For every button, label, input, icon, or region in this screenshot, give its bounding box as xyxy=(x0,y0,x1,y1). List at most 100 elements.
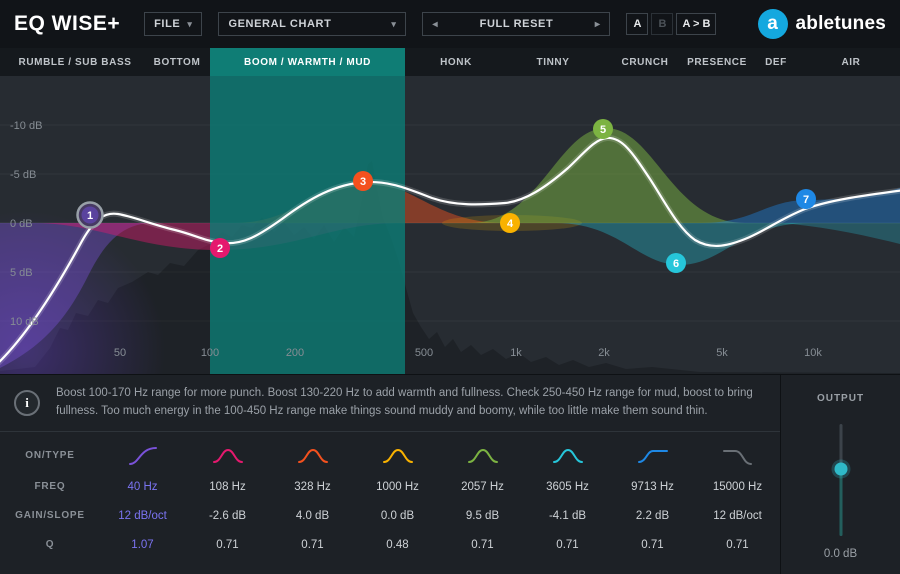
band4-node[interactable]: 4 xyxy=(500,213,520,233)
row-labels-column: ON/TYPE FREQ GAIN/SLOPE Q xyxy=(0,439,100,574)
svg-text:100: 100 xyxy=(201,347,219,359)
band1-filter-type-button[interactable] xyxy=(100,439,185,472)
range-presence[interactable]: PRESENCE xyxy=(687,56,747,68)
row-label-on-type: ON/TYPE xyxy=(25,450,75,461)
band8-q-value[interactable]: 0.71 xyxy=(726,538,749,551)
bottom-section: i Boost 100-170 Hz range for more punch.… xyxy=(0,374,900,574)
bell-filter-icon xyxy=(467,448,498,463)
range-honk[interactable]: HONK xyxy=(440,56,472,68)
range-def[interactable]: DEF xyxy=(765,56,787,68)
row-label-q: Q xyxy=(45,539,55,550)
svg-text:10 dB: 10 dB xyxy=(10,316,39,328)
svg-text:0 dB: 0 dB xyxy=(10,218,33,230)
top-bar: EQ WISE+ FILE ▾ GENERAL CHART ▾ ◂ FULL R… xyxy=(0,0,900,48)
brand-logo: a abletunes xyxy=(757,9,887,39)
copy-a-to-b-button[interactable]: A > B xyxy=(676,13,717,35)
chart-select-dropdown[interactable]: GENERAL CHART ▾ xyxy=(218,12,407,36)
band6-gain-value[interactable]: -4.1 dB xyxy=(548,509,587,522)
band2-node[interactable]: 2 xyxy=(210,238,230,258)
highshelf-filter-icon xyxy=(637,449,668,463)
band7-column: 9713 Hz 2.2 dB 0.71 xyxy=(610,439,695,574)
svg-text:1: 1 xyxy=(87,210,93,222)
band1-gain-value[interactable]: 12 dB/oct xyxy=(118,509,167,522)
output-slider[interactable] xyxy=(781,414,900,546)
info-icon[interactable]: i xyxy=(14,390,40,416)
band5-freq-value[interactable]: 2057 Hz xyxy=(461,480,504,493)
band2-freq-value[interactable]: 108 Hz xyxy=(209,480,246,493)
svg-text:200: 200 xyxy=(286,347,304,359)
band1-freq-value[interactable]: 40 Hz xyxy=(127,480,158,493)
band7-filter-type-button[interactable] xyxy=(610,439,695,472)
preset-b-button[interactable]: B xyxy=(651,13,674,35)
svg-text:6: 6 xyxy=(673,258,679,270)
row-label-freq: FREQ xyxy=(34,481,66,492)
svg-text:2: 2 xyxy=(217,243,223,255)
db-axis-labels: -10 dB -5 dB 0 dB 5 dB 10 dB xyxy=(10,120,42,328)
band8-filter-type-button[interactable] xyxy=(695,439,780,472)
brand-name: abletunes xyxy=(795,13,886,34)
freq-axis-labels: 50 100 200 500 1k 2k 5k 10k xyxy=(114,347,822,359)
band6-filter-type-button[interactable] xyxy=(525,439,610,472)
band5-q-value[interactable]: 0.71 xyxy=(471,538,494,551)
band8-gain-value[interactable]: 12 dB/oct xyxy=(713,509,762,522)
band3-filter-type-button[interactable] xyxy=(270,439,355,472)
arrow-left-icon[interactable]: ◂ xyxy=(432,18,439,30)
highlight-region-boom-warmth-mud xyxy=(210,76,405,374)
band3-gain-value[interactable]: 4.0 dB xyxy=(295,509,330,522)
band2-q-value[interactable]: 0.71 xyxy=(216,538,239,551)
band6-q-value[interactable]: 0.71 xyxy=(556,538,579,551)
band5-filter-type-button[interactable] xyxy=(440,439,525,472)
eq-graph: 1 2 3 4 5 6 7 xyxy=(0,76,900,374)
band8-freq-value[interactable]: 15000 Hz xyxy=(712,480,763,493)
band3-freq-value[interactable]: 328 Hz xyxy=(294,480,331,493)
band4-q-value[interactable]: 0.48 xyxy=(386,538,409,551)
band2-gain-value[interactable]: -2.6 dB xyxy=(208,509,247,522)
bell-filter-icon xyxy=(212,448,243,463)
band4-gain-value[interactable]: 0.0 dB xyxy=(380,509,415,522)
file-menu-button[interactable]: FILE ▾ xyxy=(144,12,203,36)
preset-a-button[interactable]: A xyxy=(626,13,649,35)
svg-text:5k: 5k xyxy=(716,347,728,359)
band1-column: 40 Hz 12 dB/oct 1.07 xyxy=(100,439,185,574)
band5-fill-bell xyxy=(470,128,745,223)
band3-node[interactable]: 3 xyxy=(353,171,373,191)
svg-text:50: 50 xyxy=(114,347,126,359)
band1-node[interactable]: 1 xyxy=(76,201,104,229)
full-reset-control[interactable]: ◂ FULL RESET ▸ xyxy=(422,12,611,36)
band6-fill-bell xyxy=(555,223,810,265)
band4-freq-value[interactable]: 1000 Hz xyxy=(376,480,419,493)
range-air[interactable]: AIR xyxy=(841,56,861,68)
band7-freq-value[interactable]: 9713 Hz xyxy=(631,480,674,493)
band7-gain-value[interactable]: 2.2 dB xyxy=(635,509,670,522)
band5-node[interactable]: 5 xyxy=(593,119,613,139)
highpass-filter-icon xyxy=(128,446,157,465)
output-label: OUTPUT xyxy=(816,393,865,404)
band5-gain-value[interactable]: 9.5 dB xyxy=(465,509,500,522)
svg-text:7: 7 xyxy=(803,194,809,206)
arrow-right-icon[interactable]: ▸ xyxy=(594,18,601,30)
svg-text:5 dB: 5 dB xyxy=(10,267,33,279)
svg-text:-10 dB: -10 dB xyxy=(10,120,42,132)
band2-filter-type-button[interactable] xyxy=(185,439,270,472)
band3-q-value[interactable]: 0.71 xyxy=(301,538,324,551)
svg-text:500: 500 xyxy=(415,347,433,359)
range-rumble-sub-bass[interactable]: RUMBLE / SUB BASS xyxy=(18,56,132,68)
ab-compare-group: A B A > B xyxy=(626,13,717,35)
svg-text:3: 3 xyxy=(360,176,366,188)
svg-text:5: 5 xyxy=(600,124,606,136)
output-slider-handle[interactable] xyxy=(834,462,847,476)
range-tinny[interactable]: TINNY xyxy=(536,56,570,68)
range-crunch[interactable]: CRUNCH xyxy=(621,56,669,68)
band6-node[interactable]: 6 xyxy=(666,253,686,273)
band6-freq-value[interactable]: 3605 Hz xyxy=(546,480,589,493)
band1-fill-highpass xyxy=(0,223,148,368)
abletunes-logo-icon: a xyxy=(757,9,788,39)
lowpass-filter-icon xyxy=(722,449,752,465)
band1-q-value[interactable]: 1.07 xyxy=(131,538,154,551)
range-boom-warmth-mud[interactable]: BOOM / WARMTH / MUD xyxy=(210,48,405,76)
file-menu-label: FILE xyxy=(154,18,181,30)
band7-node[interactable]: 7 xyxy=(796,189,816,209)
range-bottom[interactable]: BOTTOM xyxy=(153,56,201,68)
band4-filter-type-button[interactable] xyxy=(355,439,440,472)
band7-q-value[interactable]: 0.71 xyxy=(641,538,664,551)
